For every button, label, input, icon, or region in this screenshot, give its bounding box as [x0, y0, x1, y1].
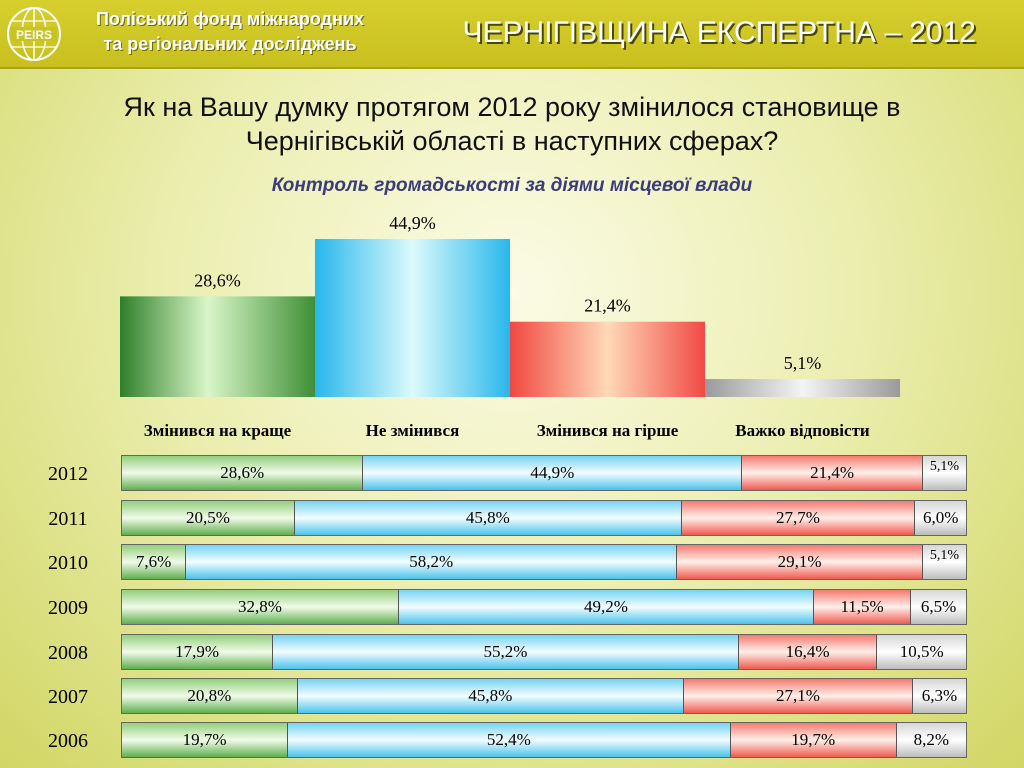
stacked-bar-2008: 17,9% 55,2% 16,4% 10,5% [121, 634, 967, 670]
summary-bar-better [120, 296, 315, 397]
project-title: ЧЕРНІГІВЩИНА ЕКСПЕРТНА – 2012 [462, 16, 976, 49]
segment-worse-2012: 21,4% [742, 456, 923, 490]
question-line-1: Як на Вашу думку протягом 2012 року змін… [123, 92, 901, 122]
category-label-hard-to-answer: Важко відповісти [735, 421, 870, 440]
category-label-worse: Змінився на гірше [537, 421, 679, 440]
summary-bar-worse [510, 321, 705, 397]
segment-worse-2009: 11,5% [814, 590, 912, 624]
stacked-bar-2006: 19,7% 52,4% 19,7% 8,2% [121, 722, 967, 758]
segment-better-2008: 17,9% [122, 635, 274, 669]
category-label-better: Змінився на краще [144, 421, 292, 440]
summary-value-label-better: 28,6% [194, 270, 241, 290]
chart-subtitle: Контроль громадськості за діями місцевої… [271, 175, 753, 196]
segment-better-2007: 20,8% [122, 679, 298, 713]
segment-worse-2006: 19,7% [730, 723, 897, 757]
segment-unchanged-2007: 45,8% [297, 679, 685, 713]
peirs-globe-logo: PEIRS [7, 7, 61, 61]
summary-value-label-worse: 21,4% [584, 296, 631, 316]
stacked-bar-2011: 20,5% 45,8% 27,7% 6,0% [121, 500, 967, 536]
segment-better-2010: 7,6% [122, 545, 187, 579]
segment-hard-to-answer-2006: 8,2% [896, 723, 966, 757]
segment-worse-2011: 27,7% [681, 501, 916, 535]
segment-better-2009: 32,8% [122, 590, 399, 624]
summary-value-label-unchanged: 44,9% [389, 213, 436, 233]
year-label-2011: 2011 [48, 508, 88, 530]
summary-bar-hard-to-answer [705, 379, 900, 397]
year-label-2007: 2007 [48, 686, 88, 708]
segment-worse-2008: 16,4% [738, 635, 878, 669]
year-label-2008: 2008 [48, 642, 88, 664]
segment-hard-to-answer-2012: 5,1% [922, 456, 966, 490]
segment-hard-to-answer-2009: 6,5% [911, 590, 966, 624]
summary-value-label-hard-to-answer: 5,1% [784, 353, 822, 373]
segment-unchanged-2010: 58,2% [186, 545, 678, 579]
year-label-2006: 2006 [48, 730, 88, 752]
segment-better-2011: 20,5% [122, 501, 296, 535]
stacked-bar-2009: 32,8% 49,2% 11,5% 6,5% [121, 589, 967, 625]
question-line-2: Чернігівській області в наступних сферах… [245, 126, 779, 156]
logo-text: PEIRS [16, 28, 52, 42]
year-label-2010: 2010 [48, 552, 88, 574]
segment-hard-to-answer-2008: 10,5% [877, 635, 966, 669]
segment-hard-to-answer-2007: 6,3% [912, 679, 966, 713]
segment-unchanged-2011: 45,8% [295, 501, 682, 535]
stacked-bar-2010: 7,6% 58,2% 29,1% 5,1% [121, 544, 967, 580]
segment-better-2006: 19,7% [122, 723, 289, 757]
segment-hard-to-answer-2010: 5,1% [922, 545, 966, 579]
question-text: Як на Вашу думку протягом 2012 року змін… [0, 90, 1024, 158]
segment-worse-2010: 29,1% [677, 545, 923, 579]
segment-unchanged-2012: 44,9% [363, 456, 743, 490]
category-label-unchanged: Не змінився [366, 421, 460, 440]
organization-name-line-2: та регіональних досліджень [103, 34, 357, 54]
stacked-bar-2007: 20,8% 45,8% 27,1% 6,3% [121, 678, 967, 714]
segment-unchanged-2009: 49,2% [398, 590, 815, 624]
stacked-bar-2012: 28,6% 44,9% 21,4% 5,1% [121, 455, 967, 491]
segment-better-2012: 28,6% [122, 456, 364, 490]
yearly-stacked-bars: 2012 28,6% 44,9% 21,4% 5,1% 2011 20,5% 45,8% 27,… [0, 450, 1024, 768]
summary-bar-unchanged [315, 239, 510, 397]
segment-worse-2007: 27,1% [684, 679, 913, 713]
summary-bar-chart: 28,6% Змінився на краще 44,9% Не змінився 21… [120, 213, 900, 440]
segment-unchanged-2008: 55,2% [273, 635, 739, 669]
segment-hard-to-answer-2011: 6,0% [915, 501, 966, 535]
header-banner: PEIRS Поліський фонд міжнародних та регі… [0, 0, 1024, 69]
segment-unchanged-2006: 52,4% [288, 723, 731, 757]
year-label-2009: 2009 [48, 597, 88, 619]
year-label-2012: 2012 [48, 463, 88, 485]
organization-name-line-1: Поліський фонд міжнародних [95, 9, 365, 29]
